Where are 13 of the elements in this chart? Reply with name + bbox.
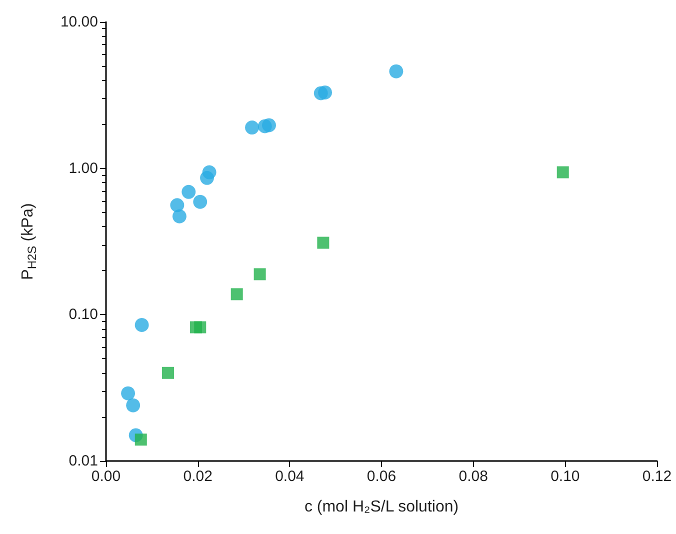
y-tick-label: 10.00: [60, 14, 98, 30]
x-tick-label: 0.06: [366, 468, 396, 485]
x-tick-label: 0.02: [183, 468, 212, 485]
y-tick-label: 1.00: [68, 160, 98, 177]
y-tick-label: 0.10: [68, 306, 98, 324]
y-tick-label: 0.01: [68, 452, 98, 470]
y-axis-title: PH2S (kPa): [20, 203, 39, 280]
x-tick-label: 0.00: [91, 468, 121, 485]
x-tick-label: 0.04: [275, 468, 304, 485]
x-tick-label: 0.10: [550, 468, 580, 485]
x-tick-label: 0.12: [642, 468, 672, 485]
x-axis-title: c (mol H₂S/L solution): [304, 498, 459, 516]
x-tick-label: 0.08: [458, 468, 488, 485]
